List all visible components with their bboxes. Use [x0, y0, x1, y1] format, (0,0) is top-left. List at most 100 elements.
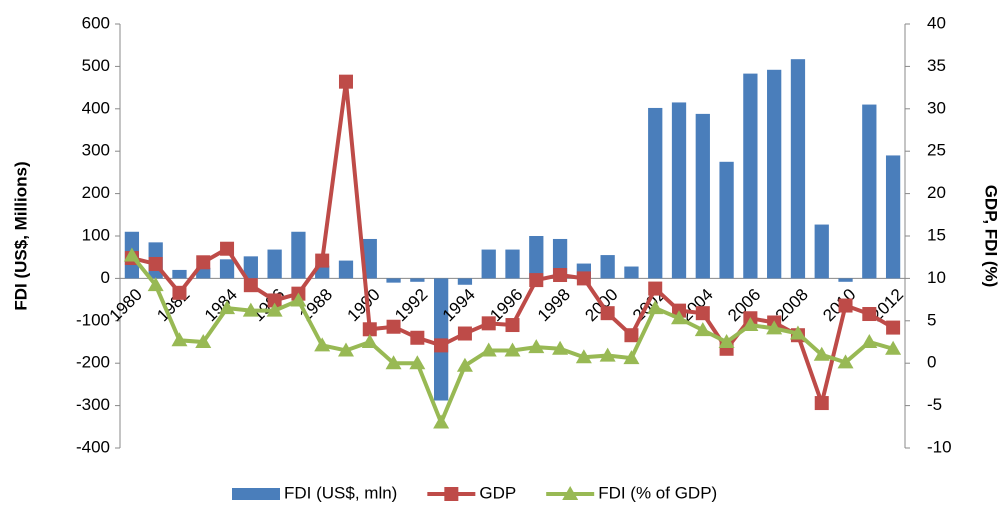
marker — [361, 334, 378, 348]
y2-axis-title: GDP, FDI (%) — [982, 185, 1001, 288]
bar — [767, 69, 782, 279]
marker — [505, 318, 520, 333]
y2-tick-label: -5 — [927, 395, 942, 414]
marker — [362, 322, 377, 337]
x-tick-label: 1980 — [106, 285, 146, 325]
marker — [718, 334, 735, 348]
legend-marker — [444, 487, 459, 501]
marker — [195, 334, 212, 348]
bar — [172, 269, 187, 279]
marker — [814, 396, 829, 411]
y2-tick-label: 10 — [927, 268, 946, 287]
bar — [743, 73, 758, 279]
marker — [480, 342, 497, 357]
y-tick-label: 200 — [82, 183, 110, 202]
y2-tick-label: 20 — [927, 183, 946, 202]
marker — [481, 316, 496, 331]
marker — [742, 317, 759, 332]
marker — [147, 277, 164, 292]
marker — [552, 340, 569, 355]
marker — [886, 320, 901, 335]
bar — [267, 249, 282, 279]
y-tick-label: 0 — [101, 268, 110, 287]
marker — [862, 307, 877, 322]
bar — [719, 161, 734, 279]
marker — [861, 334, 878, 348]
bar — [885, 155, 901, 279]
bar — [243, 256, 258, 279]
y2-tick-label: 35 — [927, 56, 946, 75]
marker — [196, 255, 211, 270]
marker — [220, 241, 235, 256]
y-tick-label: -400 — [76, 437, 110, 456]
marker — [789, 325, 806, 340]
y-tick-label: -200 — [76, 353, 110, 372]
marker — [338, 74, 353, 89]
marker — [695, 306, 710, 321]
marker — [766, 320, 783, 335]
marker — [434, 338, 449, 353]
marker — [219, 300, 236, 315]
y-tick-label: 100 — [82, 225, 110, 244]
marker — [504, 342, 521, 357]
marker — [813, 346, 830, 361]
bar — [838, 278, 853, 282]
marker — [885, 340, 902, 355]
legend-item: FDI (% of GDP) — [546, 483, 717, 502]
bar — [386, 278, 401, 283]
y-tick-label: 500 — [82, 56, 110, 75]
legend-label: FDI (US$, mln) — [284, 483, 397, 502]
x-tick-label: 1990 — [344, 285, 384, 325]
marker — [266, 302, 283, 317]
marker — [123, 247, 140, 262]
y-tick-label: 600 — [82, 13, 110, 32]
marker — [410, 330, 425, 345]
bar — [671, 102, 687, 279]
bar — [505, 249, 520, 279]
marker — [575, 349, 592, 364]
y-tick-label: -300 — [76, 395, 110, 414]
bar — [790, 59, 806, 279]
marker — [671, 310, 688, 325]
marker — [647, 300, 664, 315]
marker — [600, 306, 615, 321]
legend-label: FDI (% of GDP) — [598, 483, 717, 502]
bar — [196, 267, 211, 279]
y2-tick-label: 25 — [927, 141, 946, 160]
marker — [267, 293, 282, 308]
y2-tick-label: 0 — [927, 353, 936, 372]
marker — [599, 347, 616, 362]
legend-marker — [562, 486, 579, 500]
x-tick-label: 1998 — [534, 285, 574, 325]
marker — [528, 339, 545, 354]
marker — [385, 355, 402, 370]
marker — [553, 268, 568, 283]
bar — [600, 255, 615, 279]
y2-tick-label: 30 — [927, 98, 946, 117]
bar — [695, 113, 710, 279]
y-tick-label: 300 — [82, 141, 110, 160]
y2-tick-label: 5 — [927, 310, 936, 329]
marker — [457, 326, 472, 341]
bar — [814, 224, 829, 279]
bar — [219, 259, 235, 279]
bar — [457, 278, 473, 285]
legend-item: GDP — [427, 483, 516, 502]
legend-item: FDI (US$, mln) — [232, 483, 397, 502]
y-tick-label: -100 — [76, 310, 110, 329]
bar — [410, 278, 425, 282]
y-tick-label: 400 — [82, 98, 110, 117]
marker — [172, 285, 187, 300]
y2-tick-label: -10 — [927, 437, 952, 456]
y2-tick-label: 15 — [927, 225, 946, 244]
marker — [148, 256, 163, 271]
marker — [315, 253, 330, 268]
legend-label: GDP — [479, 483, 516, 502]
marker — [623, 350, 640, 365]
marker — [386, 319, 401, 334]
bar — [529, 236, 544, 279]
marker — [529, 273, 544, 288]
marker — [456, 357, 473, 372]
